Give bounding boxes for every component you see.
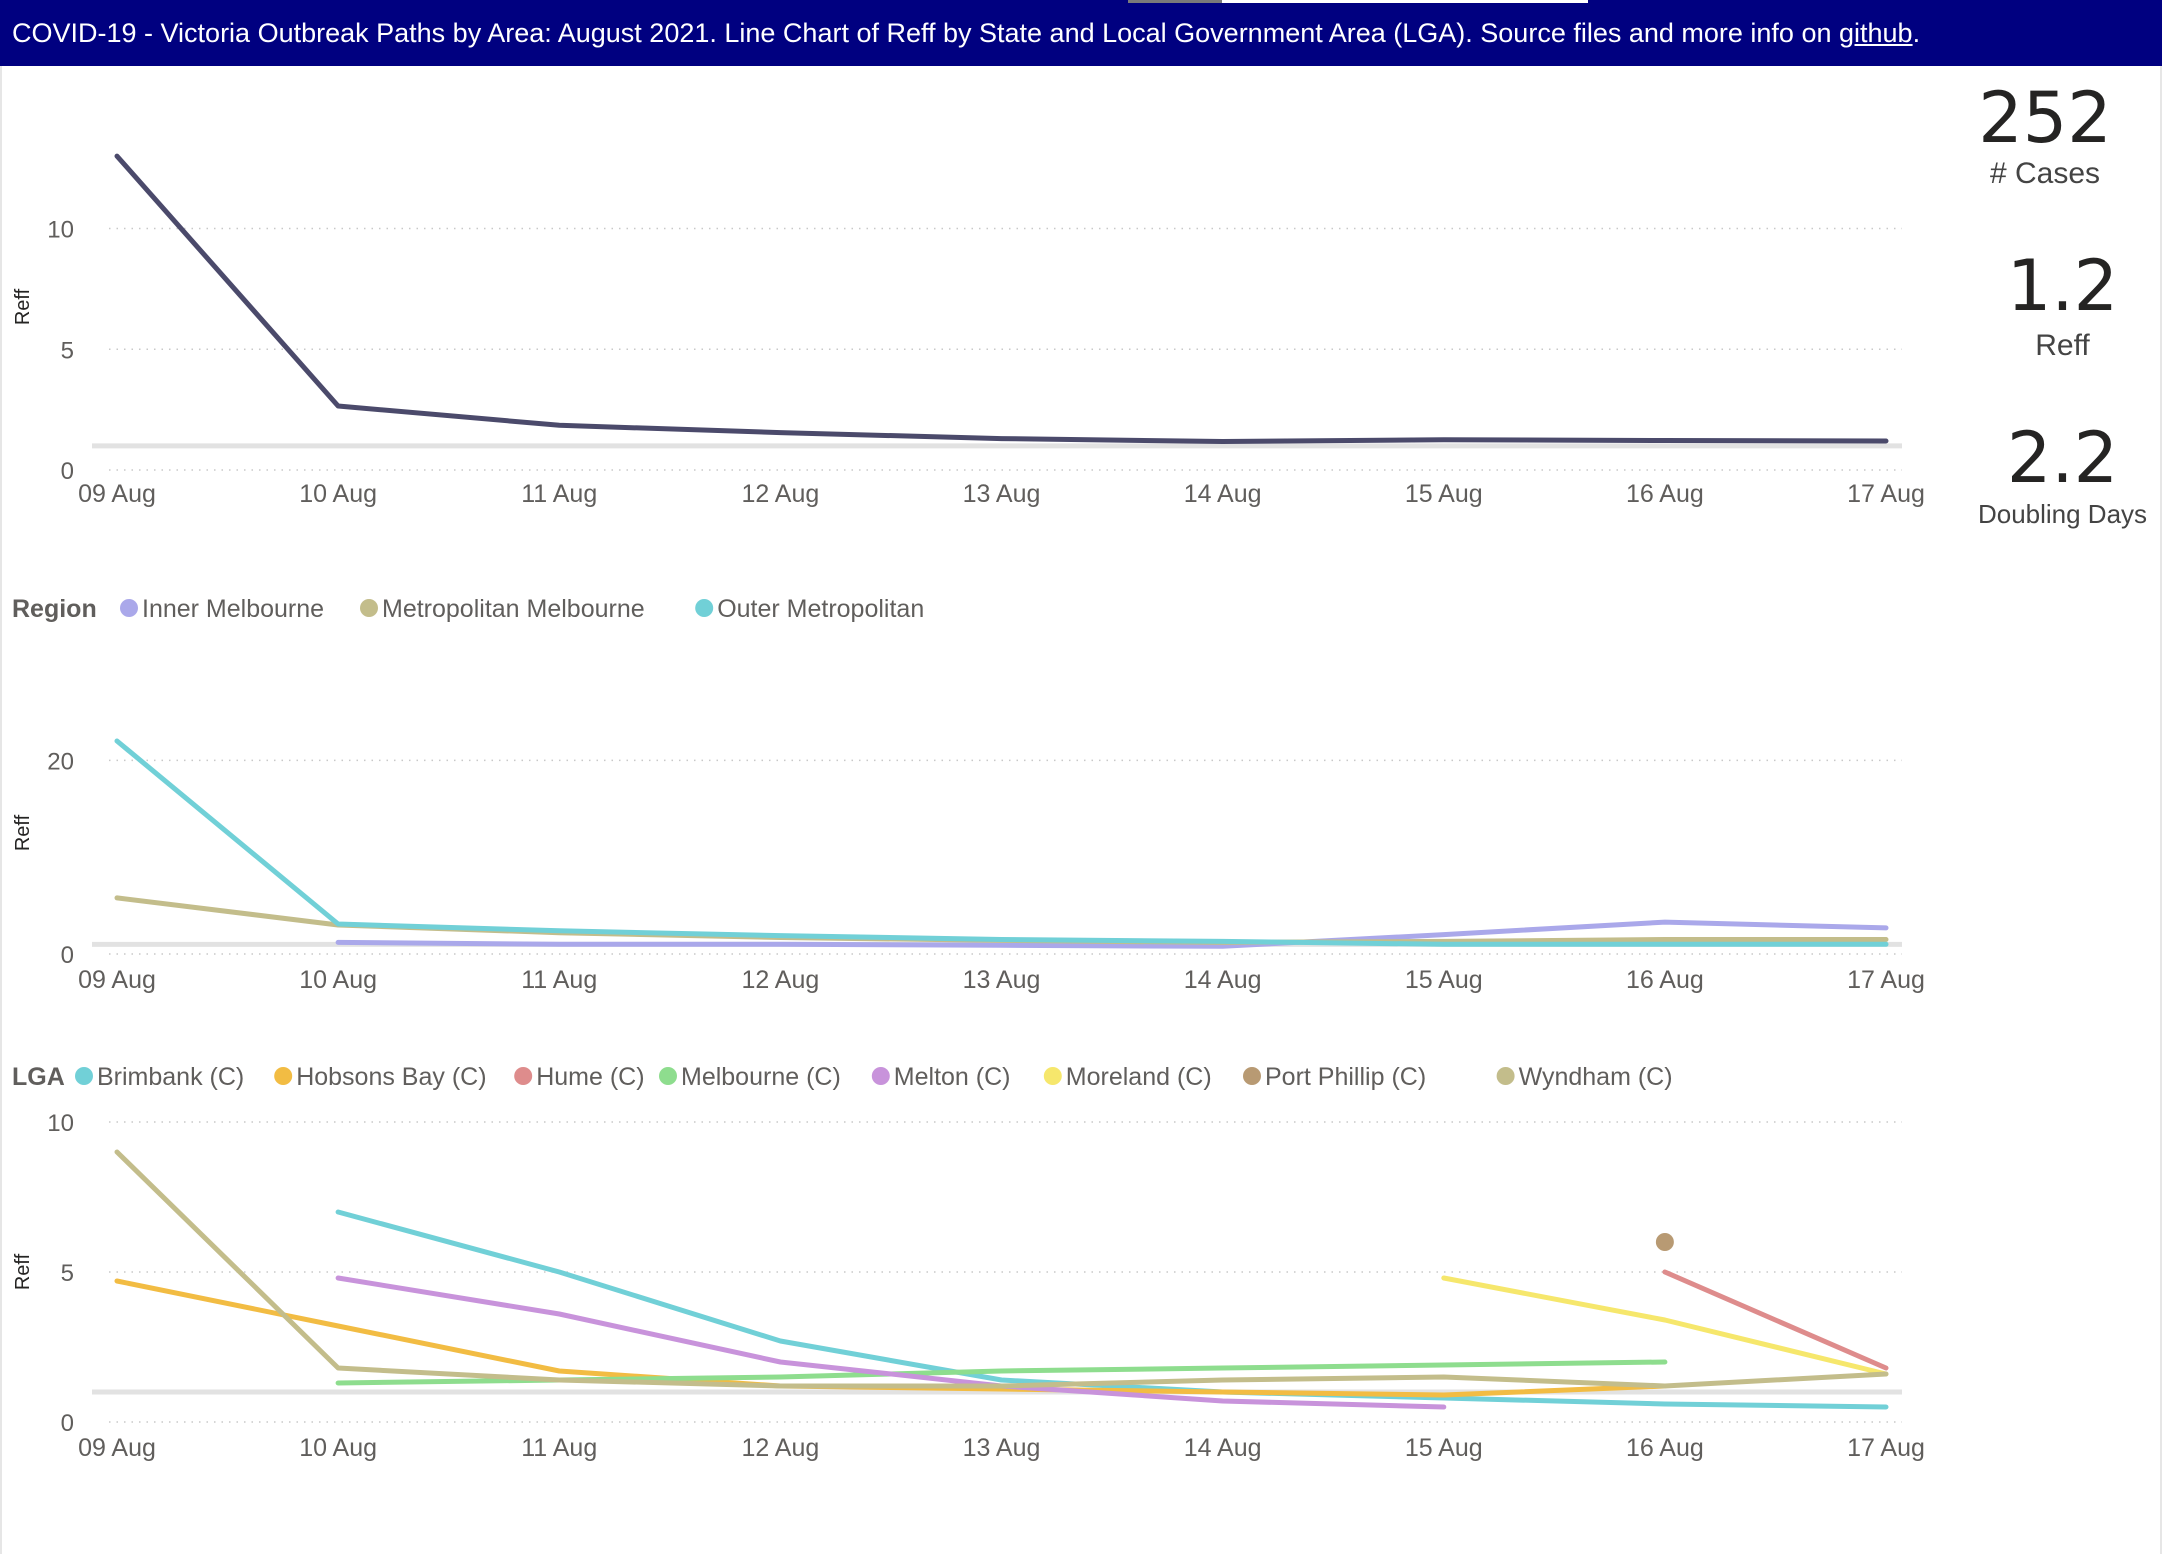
legend-label-melton-c: Melton (C) <box>894 1063 1011 1091</box>
legend-label-hume-c: Hume (C) <box>536 1063 644 1091</box>
x-tick-label: 17 Aug <box>1847 480 1925 508</box>
x-tick-label: 11 Aug <box>521 480 597 508</box>
legend-label-wyndham-c: Wyndham (C) <box>1519 1063 1673 1091</box>
github-link[interactable]: github <box>1838 18 1913 48</box>
x-tick-label: 14 Aug <box>1184 1434 1262 1462</box>
x-tick-label: 11 Aug <box>521 966 597 994</box>
x-tick-label: 09 Aug <box>78 1434 156 1462</box>
legend-label-melbourne-c: Melbourne (C) <box>681 1063 841 1091</box>
x-tick-label: 12 Aug <box>741 480 819 508</box>
x-tick-label: 17 Aug <box>1847 966 1925 994</box>
legend-marker-brimbank-c <box>75 1067 93 1085</box>
legend-label-inner-melbourne: Inner Melbourne <box>142 595 324 623</box>
y-tick-label: 0 <box>61 1410 74 1437</box>
series-line-melton-c <box>335 1275 1447 1410</box>
y-tick-label: 10 <box>47 1110 74 1137</box>
series-line-moreland-c <box>1441 1275 1889 1377</box>
region-reff-chart[interactable]: 0 20 Reff 09 Aug 10 Aug 11 Aug 12 Aug 13 Aug 14 … <box>0 536 1960 1008</box>
legend-label-metropolitan-melbourne: Metropolitan Melbourne <box>382 595 645 623</box>
data-point-port-phillip-c <box>1655 1233 1674 1251</box>
x-tick-label: 10 Aug <box>299 480 377 508</box>
legend-label-outer-metropolitan: Outer Metropolitan <box>717 595 924 623</box>
legend-marker-port-phillip-c <box>1243 1067 1261 1085</box>
legend-label-moreland-c: Moreland (C) <box>1066 1063 1212 1091</box>
report-header: COVID-19 - Victoria Outbreak Paths by Ar… <box>0 0 2162 66</box>
x-tick-label: 15 Aug <box>1405 966 1483 994</box>
series-line-metropolitan-melbourne <box>114 895 1889 945</box>
page-right-border <box>2160 66 2162 1554</box>
legend-marker-melton-c <box>871 1067 890 1085</box>
x-tick-label: 16 Aug <box>1626 480 1704 508</box>
x-tick-label: 15 Aug <box>1405 480 1483 508</box>
y-tick-label: 5 <box>61 337 74 364</box>
x-tick-label: 13 Aug <box>963 966 1041 994</box>
x-tick-label: 13 Aug <box>963 1434 1041 1462</box>
x-tick-label: 12 Aug <box>741 966 819 994</box>
y-axis-title: Reff <box>12 1253 34 1290</box>
x-tick-label: 17 Aug <box>1847 1434 1925 1462</box>
x-tick-label: 11 Aug <box>521 1434 597 1462</box>
legend-title: Region <box>12 595 97 623</box>
reff-card: 1.2 Reff <box>1980 248 2145 364</box>
doubling-days-label: Doubling Days <box>1977 499 2148 529</box>
x-tick-label: 14 Aug <box>1184 480 1262 508</box>
y-axis-title: Reff <box>12 288 34 325</box>
page-tab-indicator <box>1128 0 1588 3</box>
x-tick-label: 13 Aug <box>963 480 1041 508</box>
legend-title: LGA <box>12 1063 65 1091</box>
legend-marker-melbourne-c <box>659 1067 677 1085</box>
y-tick-label: 10 <box>47 217 74 244</box>
doubling-days-value: 2.2 <box>2006 417 2119 499</box>
legend-marker-hobsons-bay-c <box>274 1067 293 1085</box>
y-tick-label: 5 <box>61 1260 74 1287</box>
y-tick-label: 20 <box>47 748 74 775</box>
x-tick-label: 15 Aug <box>1405 1434 1483 1462</box>
y-tick-label: 0 <box>61 458 74 485</box>
series-line-wyndham-c <box>114 1149 1889 1389</box>
y-axis-title: Reff <box>12 814 34 851</box>
lga-reff-chart[interactable]: 0 5 10 Reff 09 Aug 10 Aug 11 Aug 12 Aug 13 Aug 14… <box>0 1008 1960 1538</box>
x-tick-label: 10 Aug <box>299 966 377 994</box>
x-tick-label: 09 Aug <box>78 966 156 994</box>
x-tick-label: 10 Aug <box>299 1434 377 1462</box>
series-line-hume-c <box>1662 1269 1889 1371</box>
series-line-state <box>114 153 1889 444</box>
state-reff-chart[interactable]: 0 5 10 Reff 09 Aug 10 Aug 11 Aug 12 Aug 13 Aug 14… <box>0 66 1960 536</box>
legend-label-port-phillip-c: Port Phillip (C) <box>1265 1063 1426 1091</box>
page-tab-indicator-active <box>1128 0 1222 3</box>
legend-label-hobsons-bay-c: Hobsons Bay (C) <box>296 1063 486 1091</box>
x-tick-label: 16 Aug <box>1626 966 1704 994</box>
header-text: COVID-19 - Victoria Outbreak Paths by Ar… <box>12 18 1839 48</box>
x-tick-label: 16 Aug <box>1626 1434 1704 1462</box>
page-left-border <box>0 66 2 1554</box>
series-line-outer-metropolitan <box>114 738 1889 947</box>
cases-card: 252 # Cases <box>1960 80 2130 192</box>
legend-marker-metropolitan-melbourne <box>360 599 378 617</box>
doubling-days-card: 2.2 Doubling Days <box>1970 420 2155 532</box>
reff-label: Reff <box>2035 329 2090 362</box>
legend-marker-outer-metropolitan <box>695 599 714 617</box>
legend-marker-hume-c <box>514 1067 533 1085</box>
series-line-inner-melbourne <box>335 919 1889 949</box>
cases-label: # Cases <box>1989 157 2101 190</box>
x-tick-label: 12 Aug <box>741 1434 819 1462</box>
legend-marker-inner-melbourne <box>120 599 138 617</box>
reff-value: 1.2 <box>2006 245 2119 327</box>
legend-marker-wyndham-c <box>1496 1067 1515 1085</box>
y-tick-label: 0 <box>61 942 74 969</box>
legend-label-brimbank-c: Brimbank (C) <box>97 1063 244 1091</box>
series-line-brimbank-c <box>335 1209 1889 1410</box>
cases-value: 252 <box>1978 77 2112 159</box>
legend-marker-moreland-c <box>1043 1067 1062 1085</box>
x-tick-label: 14 Aug <box>1184 966 1262 994</box>
x-tick-label: 09 Aug <box>78 480 156 508</box>
header-suffix: . <box>1912 18 1921 48</box>
